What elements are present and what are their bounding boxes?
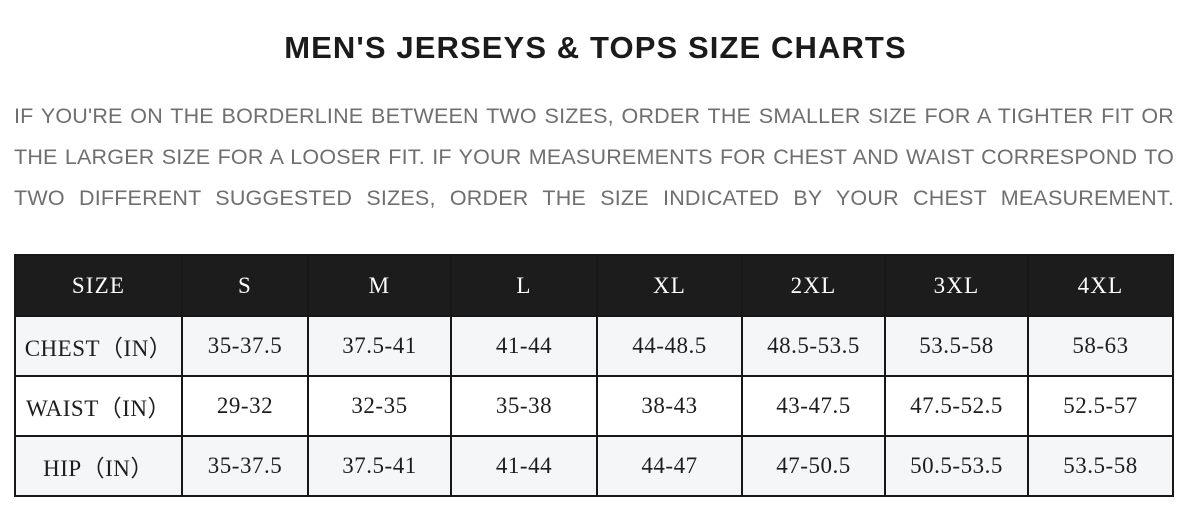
column-header-size: SIZE <box>14 254 183 317</box>
table-header: SIZE S M L XL 2XL 3XL 4XL <box>14 254 1174 317</box>
cell-waist-4xl: 52.5-57 <box>1027 375 1174 437</box>
column-header-s: S <box>181 254 309 317</box>
cell-waist-3xl: 47.5-52.5 <box>884 375 1029 437</box>
column-header-3xl: 3XL <box>884 254 1029 317</box>
page-title: MEN'S JERSEYS & TOPS SIZE CHARTS <box>284 30 907 65</box>
table-row: HIP（IN） 35-37.5 37.5-41 41-44 44-47 47-5… <box>14 435 1174 497</box>
cell-waist-s: 29-32 <box>181 375 309 437</box>
cell-waist-l: 35-38 <box>450 375 598 437</box>
column-header-xl: XL <box>596 254 743 317</box>
cell-chest-2xl: 48.5-53.5 <box>741 315 886 377</box>
table-header-row: SIZE S M L XL 2XL 3XL 4XL <box>14 254 1174 317</box>
row-label-hip: HIP（IN） <box>14 435 183 497</box>
size-table-container: SIZE S M L XL 2XL 3XL 4XL CHEST（IN） 35-3… <box>14 254 1174 497</box>
cell-hip-l: 41-44 <box>450 435 598 497</box>
cell-hip-4xl: 53.5-58 <box>1027 435 1174 497</box>
cell-chest-4xl: 58-63 <box>1027 315 1174 377</box>
sizing-description: IF YOU'RE ON THE BORDERLINE BETWEEN TWO … <box>14 104 1174 210</box>
table-row: WAIST（IN） 29-32 32-35 35-38 38-43 43-47.… <box>14 375 1174 437</box>
cell-waist-2xl: 43-47.5 <box>741 375 886 437</box>
cell-chest-l: 41-44 <box>450 315 598 377</box>
cell-chest-xl: 44-48.5 <box>596 315 743 377</box>
cell-chest-3xl: 53.5-58 <box>884 315 1029 377</box>
cell-hip-xl: 44-47 <box>596 435 743 497</box>
row-label-waist: WAIST（IN） <box>14 375 183 437</box>
column-header-l: L <box>450 254 598 317</box>
table-row: CHEST（IN） 35-37.5 37.5-41 41-44 44-48.5 … <box>14 315 1174 377</box>
cell-chest-s: 35-37.5 <box>181 315 309 377</box>
column-header-m: M <box>307 254 452 317</box>
cell-chest-m: 37.5-41 <box>307 315 452 377</box>
table-body: CHEST（IN） 35-37.5 37.5-41 41-44 44-48.5 … <box>14 315 1174 497</box>
cell-waist-m: 32-35 <box>307 375 452 437</box>
cell-waist-xl: 38-43 <box>596 375 743 437</box>
column-header-4xl: 4XL <box>1027 254 1174 317</box>
cell-hip-m: 37.5-41 <box>307 435 452 497</box>
cell-hip-3xl: 50.5-53.5 <box>884 435 1029 497</box>
cell-hip-s: 35-37.5 <box>181 435 309 497</box>
cell-hip-2xl: 47-50.5 <box>741 435 886 497</box>
column-header-2xl: 2XL <box>741 254 886 317</box>
row-label-chest: CHEST（IN） <box>14 315 183 377</box>
size-chart-table: SIZE S M L XL 2XL 3XL 4XL CHEST（IN） 35-3… <box>14 254 1174 497</box>
